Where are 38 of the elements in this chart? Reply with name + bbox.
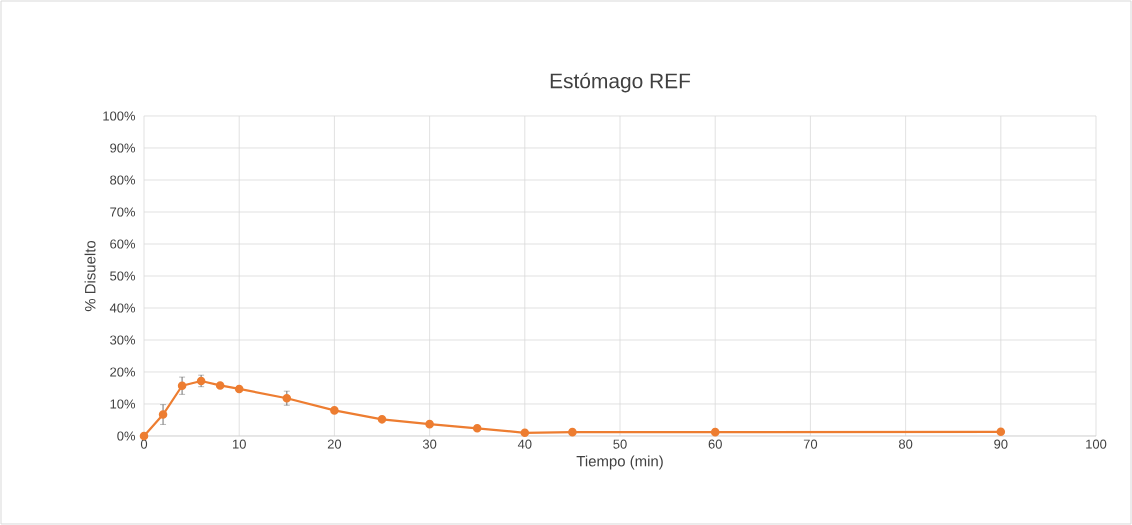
point: [520, 428, 530, 438]
point: [425, 419, 434, 429]
y-tick-label: 20%: [110, 367, 136, 377]
y-tick-label: 60%: [110, 239, 136, 249]
point: [710, 427, 720, 437]
y-tick-label: 30%: [110, 335, 136, 345]
x-tick-label: 40: [517, 439, 532, 449]
x-tick-label: 50: [613, 439, 627, 449]
point: [158, 410, 168, 419]
y-tick-label: 50%: [110, 271, 136, 281]
x-tick-label: 0: [140, 439, 148, 449]
y-axis-title: % Disuelto: [84, 240, 96, 312]
point: [377, 415, 387, 424]
x-tick-label: 30: [422, 439, 437, 449]
point: [215, 381, 225, 390]
y-tick-label: 40%: [109, 303, 136, 313]
point: [234, 384, 244, 394]
point: [472, 424, 482, 433]
point: [177, 381, 187, 391]
x-tick-label: 70: [803, 439, 818, 449]
point: [330, 406, 339, 415]
y-tick-label: 100%: [103, 111, 136, 121]
point: [996, 427, 1006, 437]
x-tick-label: 60: [708, 439, 722, 449]
chart-title: Estómago REF: [550, 72, 691, 93]
x-tick-label: 20: [327, 439, 342, 449]
y-tick-label: 70%: [110, 207, 136, 217]
point: [568, 427, 577, 437]
y-tick-label: 90%: [110, 143, 136, 153]
x-tick-label: 100: [1086, 439, 1107, 449]
y-tick-label: 0%: [117, 431, 136, 441]
x-tick-label: 80: [898, 439, 913, 449]
y-tick-label: 10%: [110, 399, 136, 409]
x-tick-label: 90: [994, 439, 1008, 449]
y-tick-label: 80%: [110, 175, 136, 185]
x-axis-title: Tiempo (min): [576, 455, 663, 470]
point: [139, 431, 149, 441]
x-tick-label: 10: [232, 439, 246, 449]
